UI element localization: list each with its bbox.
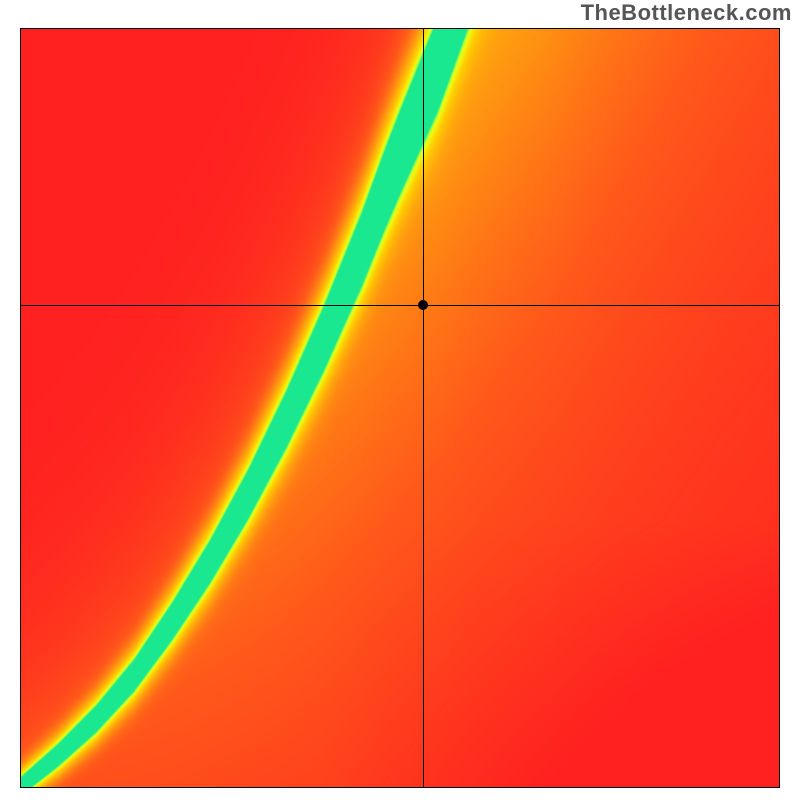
heatmap-plot [20, 28, 780, 788]
crosshair-horizontal [20, 305, 780, 306]
crosshair-marker-dot [418, 300, 428, 310]
crosshair-vertical [423, 28, 424, 788]
heatmap-canvas [20, 28, 780, 788]
watermark-text: TheBottleneck.com [581, 0, 792, 26]
